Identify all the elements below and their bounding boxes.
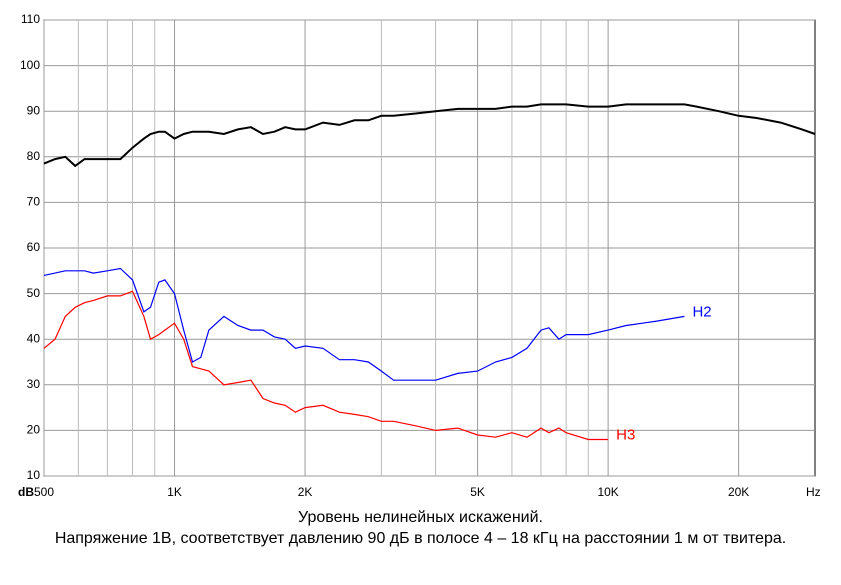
y-axis-label: dB <box>18 485 34 499</box>
chart-subtitle: Напряжение 1В, соответствует давлению 90… <box>54 530 787 547</box>
y-tick-label: 110 <box>21 12 40 26</box>
x-tick-label: 20K <box>728 485 749 499</box>
legend-label: H3 <box>616 426 635 443</box>
y-tick-label: 100 <box>20 58 40 72</box>
x-tick-label: 2K <box>298 485 313 499</box>
y-tick-label: 90 <box>27 103 41 117</box>
x-tick-label: 1K <box>167 485 182 499</box>
x-tick-label: 10K <box>597 485 618 499</box>
legend-label: H2 <box>692 303 711 320</box>
series-line <box>43 103 816 168</box>
x-tick-label: 5K <box>470 485 485 499</box>
x-axis-label: Hz <box>806 485 821 499</box>
y-tick-label: 60 <box>27 240 41 254</box>
y-tick-label: 80 <box>27 149 41 163</box>
y-tick-label: 40 <box>27 331 41 345</box>
chart: dB Hz 10 20 30 40 50 60 70 80 90 100 110 500 1K 2K 5K 1… <box>18 12 821 499</box>
series-line <box>43 267 685 381</box>
series-line <box>43 290 609 441</box>
caption: Уровень нелинейных искажений. Напряжение… <box>0 507 841 549</box>
chart-title: Уровень нелинейных искажений. <box>298 509 543 526</box>
y-tick-label: 20 <box>27 423 41 437</box>
y-tick-label: 30 <box>27 377 41 391</box>
y-tick-label: 50 <box>27 286 41 300</box>
y-tick-label: 70 <box>27 195 41 209</box>
y-tick-label: 10 <box>27 468 41 482</box>
x-tick-label: 500 <box>34 485 54 499</box>
